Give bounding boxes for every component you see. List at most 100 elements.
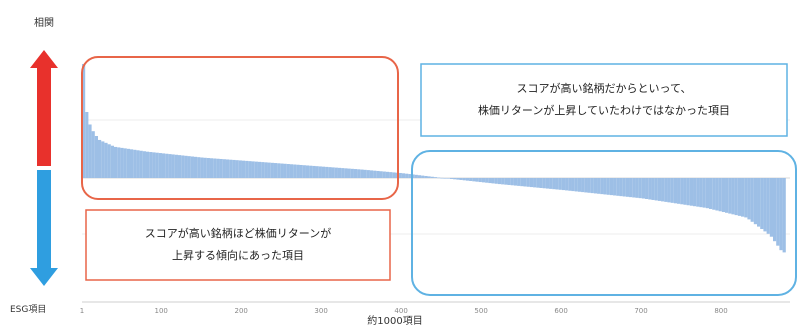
- bar: [683, 178, 687, 205]
- bar: [206, 158, 210, 178]
- bar: [385, 171, 390, 178]
- bottom-left-note-line2: 上昇する傾向にあった項目: [172, 249, 304, 262]
- bar: [238, 160, 242, 178]
- x-ticks: 1 100 200 300 400 500 600 700 800: [80, 307, 728, 315]
- bar: [533, 178, 537, 188]
- bar: [552, 178, 556, 190]
- bar: [539, 178, 543, 188]
- bar: [373, 170, 377, 178]
- bar: [344, 168, 348, 178]
- x-tick-label: 1: [80, 307, 84, 315]
- bar: [699, 178, 703, 208]
- bar: [526, 178, 530, 187]
- y-label-bottom: ESG項目: [10, 304, 46, 315]
- bar: [293, 164, 297, 178]
- bar: [680, 178, 684, 205]
- bar: [411, 174, 415, 178]
- x-tick-label: 600: [554, 307, 567, 315]
- bar: [763, 178, 767, 232]
- bar: [357, 169, 361, 178]
- bar: [104, 142, 108, 178]
- bar: [254, 161, 258, 178]
- bar: [440, 177, 444, 179]
- bar: [597, 178, 601, 194]
- bar: [110, 145, 114, 178]
- bar: [760, 178, 764, 229]
- bar: [686, 178, 690, 206]
- bar: [568, 178, 572, 191]
- top-right-note-box: [420, 63, 788, 137]
- bar: [91, 131, 95, 178]
- bar: [360, 169, 364, 178]
- bar: [171, 154, 175, 178]
- bar: [107, 144, 111, 178]
- bar: [667, 178, 671, 203]
- bar: [581, 178, 585, 193]
- bar: [427, 176, 431, 178]
- bar: [616, 178, 620, 196]
- bar: [488, 178, 492, 184]
- bar: [593, 178, 598, 194]
- bar: [613, 178, 617, 196]
- x-tick-label: 700: [634, 307, 647, 315]
- bar: [661, 178, 665, 202]
- down-arrow-icon: [30, 170, 58, 286]
- x-tick-label: 300: [314, 307, 327, 315]
- bar: [181, 155, 185, 178]
- bar: [389, 172, 393, 178]
- bar: [401, 173, 406, 178]
- bar: [453, 178, 457, 180]
- bar: [590, 178, 594, 194]
- bar: [776, 178, 780, 246]
- bar: [549, 178, 553, 189]
- x-tick-label: 400: [394, 307, 407, 315]
- bar: [513, 178, 518, 186]
- bar: [782, 178, 786, 253]
- bar: [187, 156, 191, 178]
- bar: [421, 175, 425, 178]
- bar: [709, 178, 713, 209]
- x-tick-label: 800: [714, 307, 727, 315]
- bar: [654, 178, 658, 201]
- bar: [277, 163, 281, 178]
- red-highlight-box: [81, 56, 399, 200]
- bar: [126, 148, 130, 178]
- bar: [734, 178, 738, 216]
- bar: [625, 178, 630, 197]
- bar: [200, 157, 204, 178]
- bar: [376, 170, 380, 178]
- bar: [523, 178, 527, 187]
- bar: [417, 175, 422, 178]
- bar: [632, 178, 636, 198]
- bar: [280, 163, 284, 178]
- bar: [213, 158, 217, 178]
- bar: [235, 160, 239, 178]
- bar: [408, 174, 412, 178]
- bar: [222, 159, 226, 178]
- bar: [241, 160, 246, 178]
- bar: [264, 162, 268, 178]
- bar: [603, 178, 607, 195]
- bar: [267, 162, 271, 178]
- bar: [98, 139, 102, 178]
- bar: [757, 178, 761, 227]
- bar: [366, 170, 370, 178]
- bar: [702, 178, 706, 208]
- bar: [193, 156, 198, 178]
- bar: [309, 165, 313, 178]
- bar: [321, 166, 326, 178]
- bar: [731, 178, 735, 215]
- bar: [744, 178, 748, 218]
- bar: [273, 163, 278, 178]
- bar: [251, 161, 255, 178]
- bar: [286, 164, 290, 178]
- bar: [353, 169, 358, 178]
- bar: [155, 152, 159, 178]
- bar: [347, 168, 351, 178]
- bar: [715, 178, 719, 211]
- x-tick-label: 500: [474, 307, 487, 315]
- bar: [133, 149, 137, 178]
- bar: [542, 178, 546, 189]
- bar: [641, 178, 646, 199]
- bar: [325, 166, 329, 178]
